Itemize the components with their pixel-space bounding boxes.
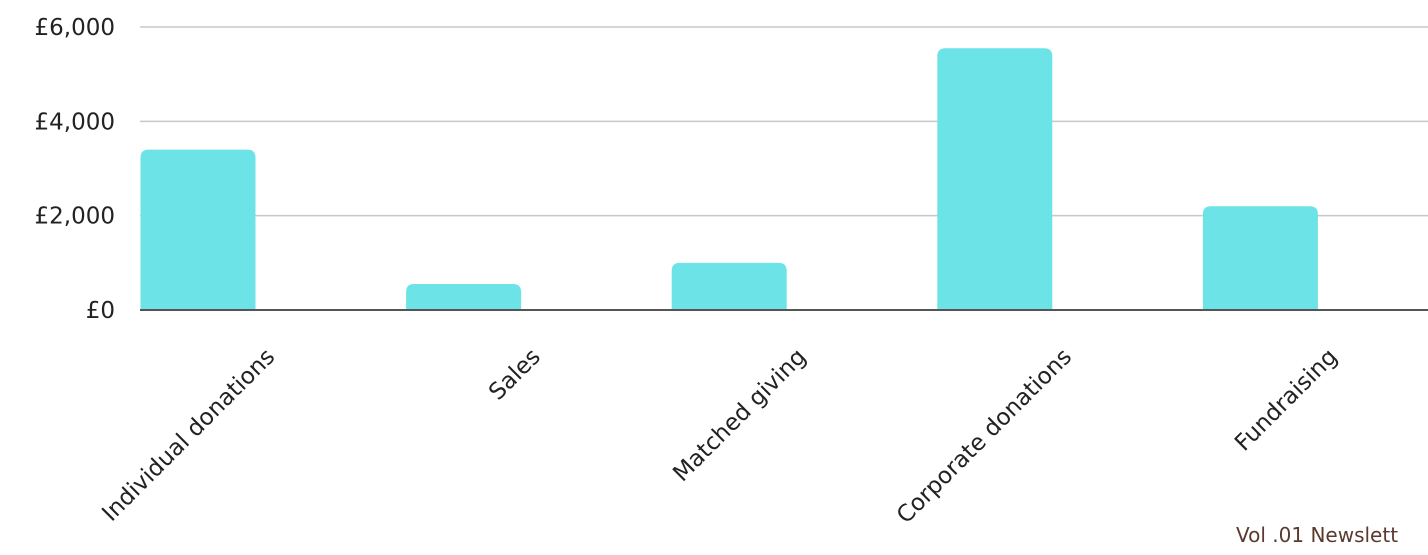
bar-matched-giving: [671, 262, 787, 310]
x-axis-category-labels: Individual donations Sales Matched giving C…: [97, 344, 1342, 529]
x-category-label: Sales: [484, 344, 546, 406]
grid-lines: [140, 26, 1428, 217]
x-category-label: Corporate donations: [892, 344, 1077, 529]
x-category-label: Individual donations: [97, 344, 280, 527]
y-tick-label: £2,000: [35, 204, 115, 230]
y-axis-tick-labels: £0 £2,000 £4,000 £6,000: [35, 15, 115, 324]
y-tick-label: £0: [86, 298, 115, 324]
bar-fundraising: [1202, 206, 1318, 310]
y-tick-label: £6,000: [35, 15, 115, 41]
x-category-label: Fundraising: [1230, 344, 1343, 457]
bar-sales: [406, 284, 522, 310]
bar-individual-donations: [140, 149, 256, 310]
newsletter-footer-label: Vol .01 Newslett: [1236, 523, 1399, 547]
bars: [140, 48, 1318, 310]
x-category-label: Matched giving: [668, 344, 811, 487]
bar-corporate-donations: [937, 48, 1053, 310]
y-tick-label: £4,000: [35, 109, 115, 135]
